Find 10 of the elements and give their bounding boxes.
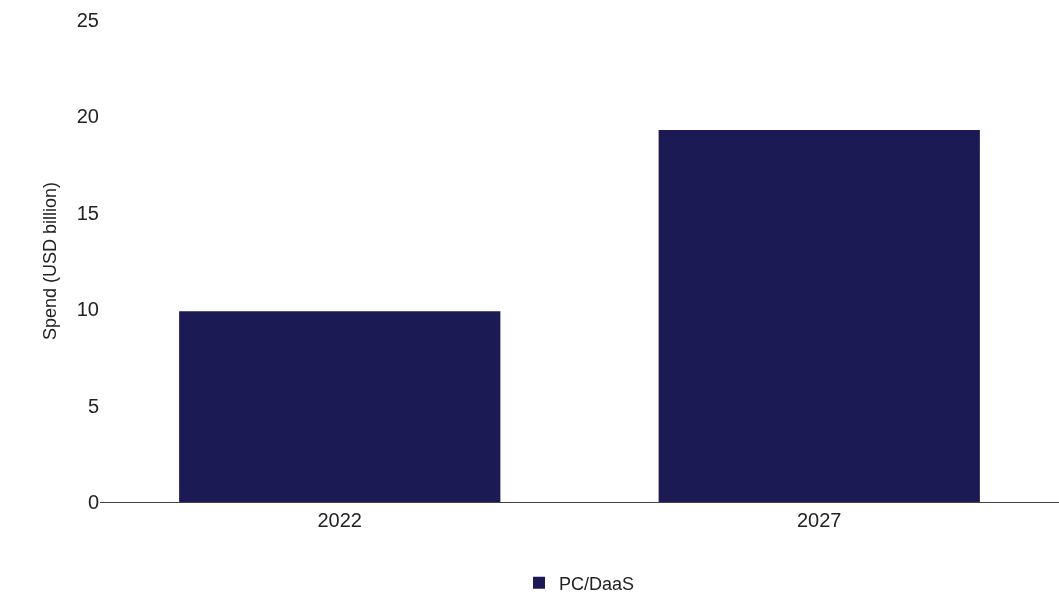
y-tick-label: 0	[87, 491, 99, 513]
y-tick-label: 25	[76, 9, 99, 31]
y-tick-label: 20	[76, 105, 99, 128]
x-tick-label: 2027	[797, 509, 842, 531]
y-axis-title: Spend (USD billion)	[39, 181, 60, 341]
x-tick-label: 2022	[317, 509, 362, 531]
y-tick-label: 5	[87, 394, 99, 417]
y-tick-label: 10	[76, 298, 99, 321]
y-tick-label: 15	[76, 201, 99, 224]
legend-label: PC/DaaS	[559, 573, 635, 594]
